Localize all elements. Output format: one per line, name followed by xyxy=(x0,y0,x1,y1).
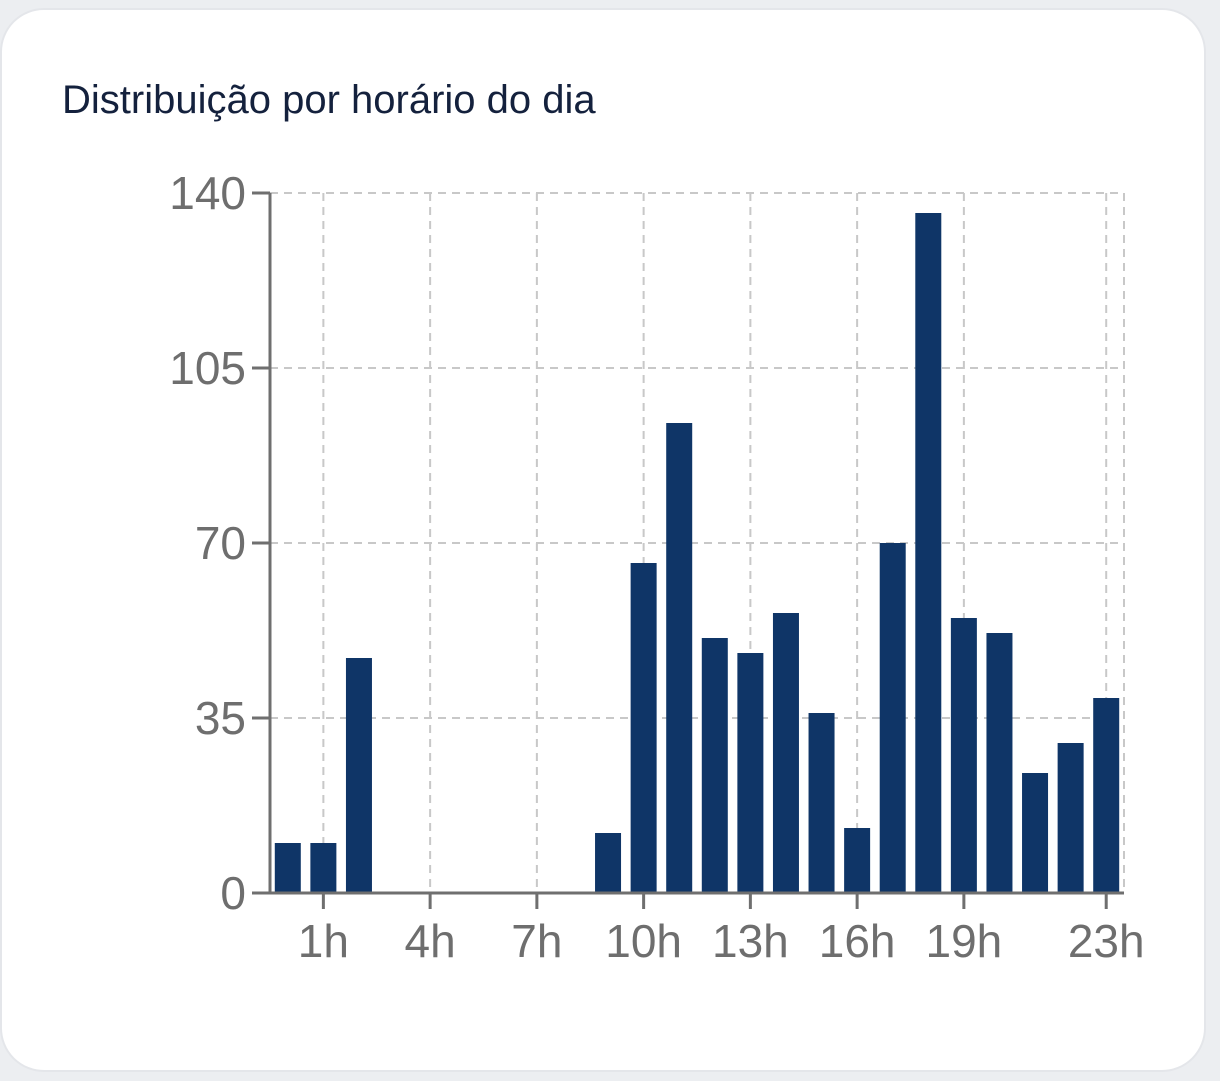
bar-20h xyxy=(986,633,1013,893)
x-tick-label: 19h xyxy=(926,915,1003,967)
x-tick-label: 16h xyxy=(819,915,896,967)
axes xyxy=(252,191,1124,909)
bar-22h xyxy=(1057,743,1084,893)
x-tick-label: 1h xyxy=(298,915,349,967)
bar-14h xyxy=(772,613,799,893)
x-tick-label: 10h xyxy=(605,915,682,967)
grid-lines xyxy=(270,192,1125,893)
y-tick-label: 140 xyxy=(169,167,246,219)
y-tick-label: 70 xyxy=(195,517,246,569)
bars xyxy=(274,213,1120,893)
bar-11h xyxy=(666,423,693,893)
bar-2h xyxy=(345,658,372,893)
bar-21h xyxy=(1022,773,1049,893)
bar-19h xyxy=(950,618,977,893)
card-title: Distribuição por horário do dia xyxy=(62,78,596,122)
bar-23h xyxy=(1093,698,1120,893)
chart-card xyxy=(0,8,1206,1072)
bar-0h xyxy=(274,843,301,893)
bar-13h xyxy=(737,653,764,893)
bar-9h xyxy=(595,833,622,893)
x-tick-label: 23h xyxy=(1068,915,1145,967)
bar-1h xyxy=(310,843,337,893)
bar-12h xyxy=(701,638,728,893)
y-tick-label: 0 xyxy=(220,867,246,919)
x-tick-label: 13h xyxy=(712,915,789,967)
y-tick-label: 35 xyxy=(195,692,246,744)
y-tick-label: 105 xyxy=(169,342,246,394)
bar-17h xyxy=(879,543,906,893)
x-tick-label: 4h xyxy=(405,915,456,967)
bar-18h xyxy=(915,213,942,893)
bar-16h xyxy=(844,828,871,893)
tick-labels: 0 35 70 105 140 1h 4h 7h 10h 13h 16h 19h 23h xyxy=(169,167,1144,967)
x-tick-label: 7h xyxy=(511,915,562,967)
bar-10h xyxy=(630,563,657,893)
bar-15h xyxy=(808,713,835,893)
